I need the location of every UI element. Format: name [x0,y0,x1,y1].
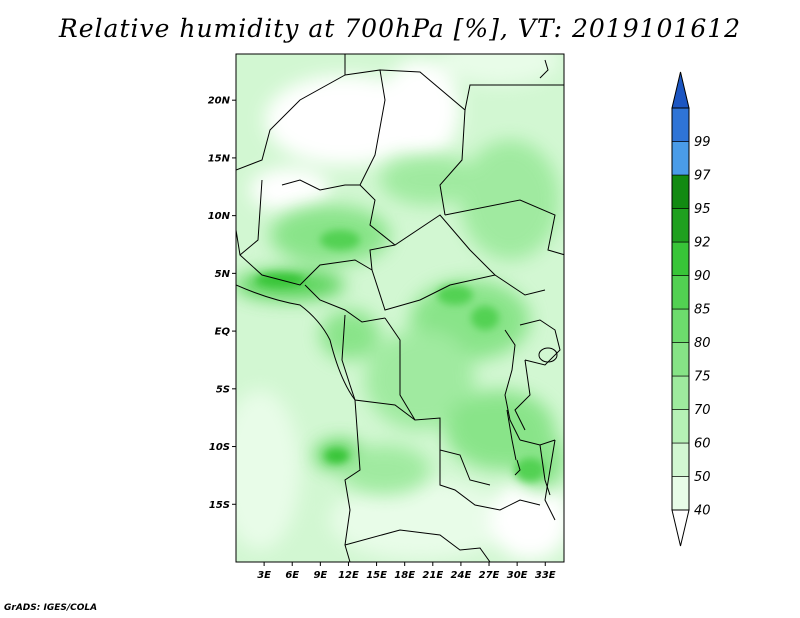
colorbar-bin [671,208,690,243]
longitude-ticks: 3E 6E 9E 12E 15E 18E 21E 24E 27E 30E 33E [257,562,556,581]
country-borders [236,54,564,562]
colorbar-bin [671,409,690,444]
lat-tick-label: 20N [208,96,231,107]
latitude-ticks: 20N 15N 10N 5N EQ 5S 10S 15S [208,96,236,511]
lat-tick-label: EQ [215,327,231,338]
lat-tick-label: 15S [209,500,230,511]
lon-tick-label: 24E [451,570,472,581]
colorbar-label: 40 [694,504,711,519]
colorbar-bin [671,275,690,310]
lat-tick-label: 15N [208,153,231,164]
colorbar-label: 90 [694,269,711,284]
colorbar-bin [671,141,690,176]
lon-tick-label: 3E [257,570,271,581]
colorbar-bin [671,442,690,477]
lon-tick-label: 18E [394,570,415,581]
lon-tick-label: 30E [507,570,528,581]
colorbar: 40 50 60 70 75 80 85 90 92 95 97 99 [671,71,711,547]
lakes [506,347,558,496]
lon-tick-label: 12E [338,570,359,581]
colorbar-label: 92 [694,236,711,251]
colorbar-bin [671,476,690,511]
colorbar-bottom-arrow [671,509,690,547]
colorbar-label: 95 [694,202,711,217]
lon-tick-label: 9E [313,570,327,581]
lon-tick-label: 33E [535,570,556,581]
lon-tick-label: 6E [285,570,299,581]
colorbar-label: 70 [694,403,711,418]
colorbar-bin [671,342,690,377]
colorbar-bin [671,241,690,276]
credit-label: GrADS: IGES/COLA [4,603,98,613]
lon-tick-label: 21E [422,570,443,581]
lon-tick-label: 27E [479,570,500,581]
colorbar-bin [671,107,690,142]
lat-tick-label: 5S [216,384,230,395]
colorbar-label: 97 [694,169,711,184]
colorbar-label: 50 [694,470,711,485]
lat-tick-label: 5N [215,269,231,280]
lat-tick-label: 10N [208,211,231,222]
humidity-field [236,54,564,562]
colorbar-label: 80 [694,336,711,351]
map-frame [235,53,565,563]
chart-title: Relative humidity at 700hPa [%], VT: 201… [58,14,742,43]
colorbar-bin [671,174,690,209]
colorbar-label: 60 [694,437,711,452]
colorbar-label: 99 [694,135,711,150]
colorbar-bin [671,308,690,343]
colorbar-label: 85 [694,303,711,318]
colorbar-label: 75 [694,370,711,385]
colorbar-outline [671,107,690,511]
colorbar-bin [671,375,690,410]
lat-tick-label: 10S [209,442,230,453]
colorbar-top-arrow [671,71,690,109]
lon-tick-label: 15E [366,570,387,581]
